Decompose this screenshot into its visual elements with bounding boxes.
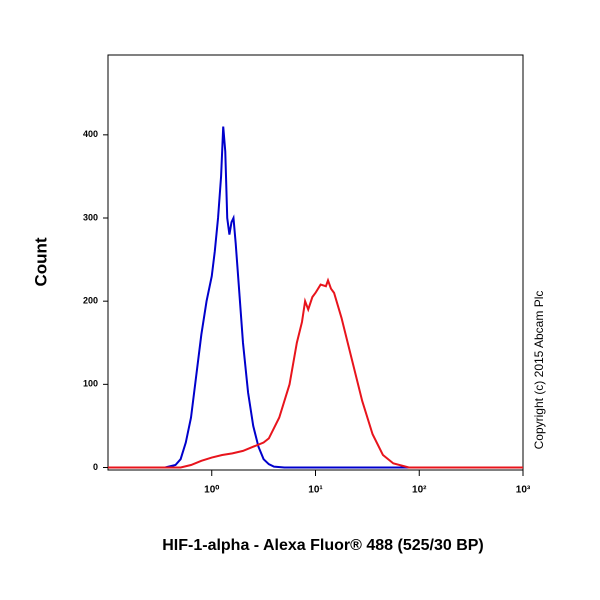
plot-frame: [107, 54, 524, 471]
x-tick-label: 10²: [412, 485, 427, 496]
x-axis-label: HIF-1-alpha - Alexa Fluor® 488 (525/30 B…: [162, 537, 484, 554]
series-line: [108, 277, 523, 469]
x-tick-label: 10³: [516, 485, 531, 496]
series-line: [108, 126, 523, 469]
x-tick-label: 10¹: [308, 485, 323, 496]
y-tick-label: 400: [83, 129, 98, 139]
y-tick-label: 200: [83, 296, 98, 306]
copyright: Copyright (c) 2015 Abcam Plc: [532, 291, 546, 450]
y-tick-label: 0: [93, 462, 98, 472]
y-tick-label: 300: [83, 212, 98, 222]
y-tick-label: 100: [83, 379, 98, 389]
y-axis-label: Count: [31, 237, 50, 286]
x-tick-label: 10⁰: [204, 485, 219, 496]
